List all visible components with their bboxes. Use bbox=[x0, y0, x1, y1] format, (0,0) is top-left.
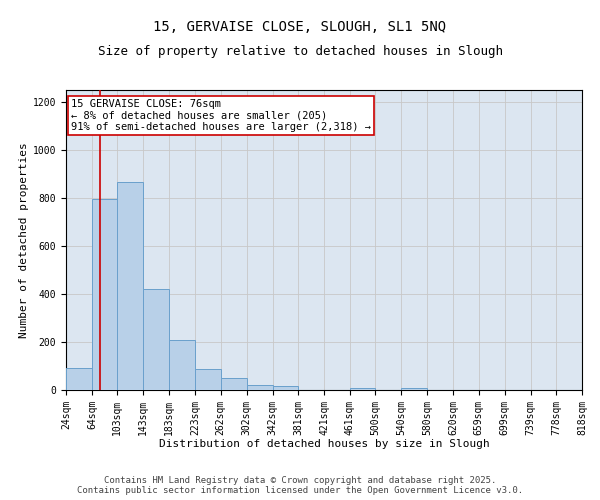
Bar bbox=[143, 288, 169, 390]
Text: 15, GERVAISE CLOSE, SLOUGH, SL1 5NQ: 15, GERVAISE CLOSE, SLOUGH, SL1 5NQ bbox=[154, 20, 446, 34]
Bar bbox=[221, 378, 247, 390]
Bar bbox=[196, 369, 221, 390]
Text: Contains HM Land Registry data © Crown copyright and database right 2025.
Contai: Contains HM Land Registry data © Crown c… bbox=[77, 476, 523, 495]
Bar bbox=[350, 388, 376, 390]
Text: 15 GERVAISE CLOSE: 76sqm
← 8% of detached houses are smaller (205)
91% of semi-d: 15 GERVAISE CLOSE: 76sqm ← 8% of detache… bbox=[71, 99, 371, 132]
Bar bbox=[401, 388, 427, 390]
Text: Size of property relative to detached houses in Slough: Size of property relative to detached ho… bbox=[97, 45, 503, 58]
Bar bbox=[66, 368, 92, 390]
Y-axis label: Number of detached properties: Number of detached properties bbox=[19, 142, 29, 338]
Bar bbox=[272, 386, 298, 390]
Bar bbox=[118, 182, 143, 390]
Bar bbox=[247, 384, 272, 390]
Bar bbox=[169, 340, 196, 390]
Bar bbox=[92, 199, 118, 390]
X-axis label: Distribution of detached houses by size in Slough: Distribution of detached houses by size … bbox=[158, 439, 490, 449]
